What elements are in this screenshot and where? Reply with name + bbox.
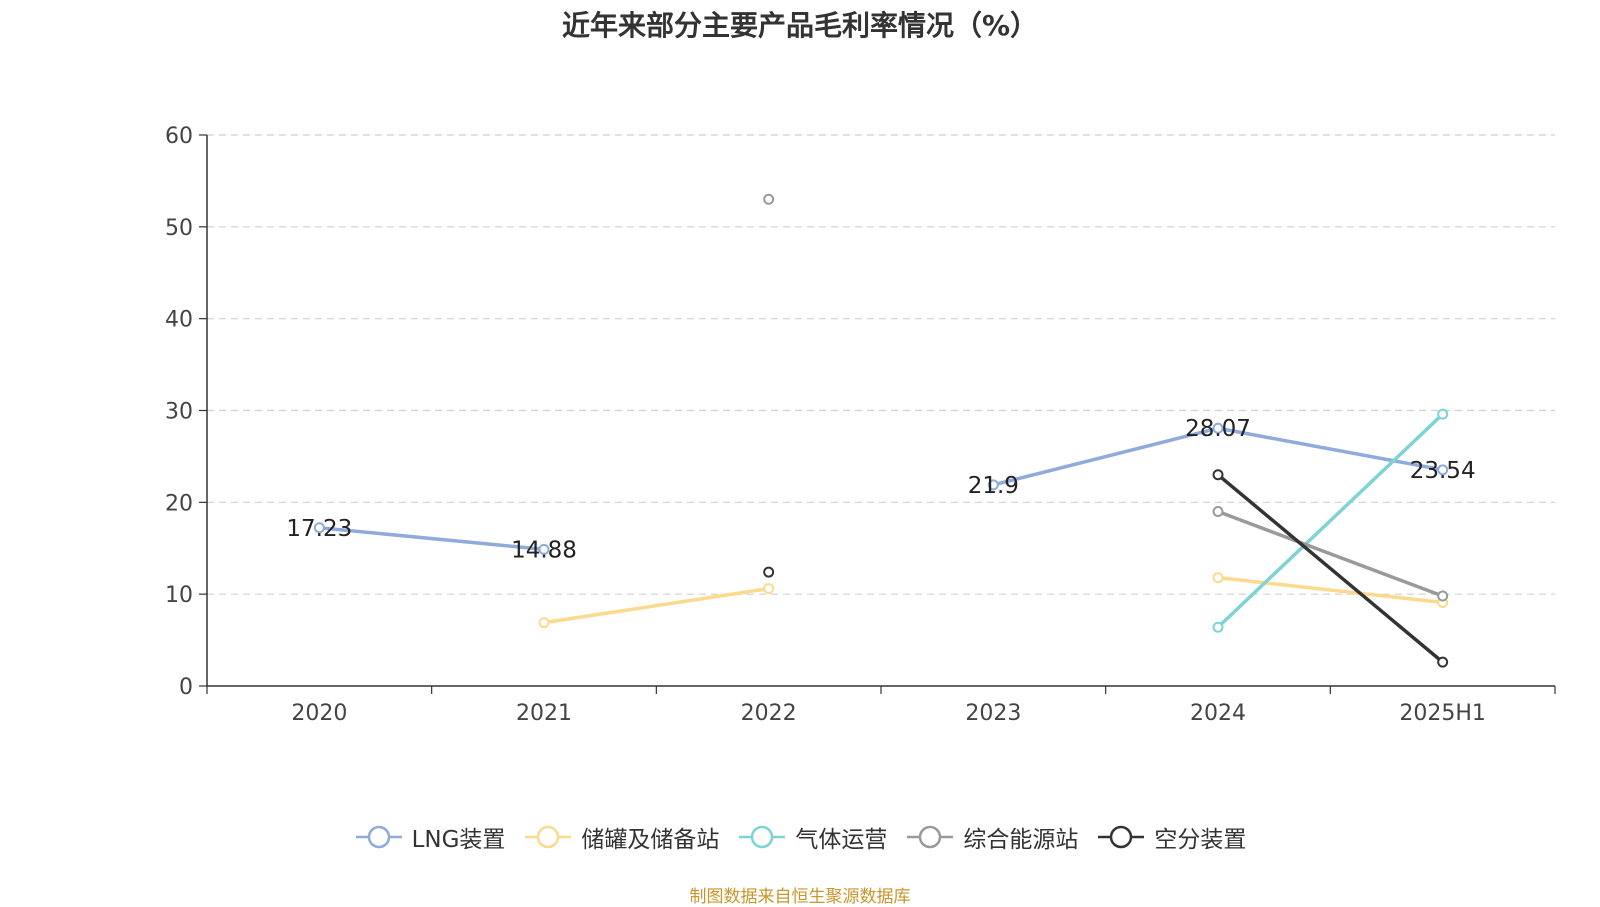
x-tick-label: 2022 [741,701,797,726]
source-note: 制图数据来自恒生聚源数据库 [689,887,911,907]
data-label: 23.54 [1410,458,1476,484]
series-1 [313,422,1449,555]
legend-marker-icon [525,825,572,849]
data-point [1437,656,1449,668]
series-4 [763,193,1449,602]
data-point [763,566,775,578]
y-tick-label: 0 [179,675,193,700]
data-point [1437,408,1449,420]
legend-marker-icon [1098,825,1145,849]
chart-title: 近年来部分主要产品毛利率情况（%） [561,9,1039,42]
series-2 [538,572,1449,629]
legend-marker-icon [739,825,786,849]
data-labels: 17.23 14.88 21.9 28.07 23.54 [286,416,1475,563]
data-label: 14.88 [511,537,577,563]
y-tick-label: 50 [165,216,193,241]
legend-marker-icon [907,825,954,849]
legend-item[interactable]: 气体运营 [737,820,887,854]
series-layer [313,193,1449,668]
y-tick-label: 40 [165,308,193,333]
data-point [538,617,550,629]
series-3 [1212,408,1449,633]
axes: 0 10 20 30 40 50 60 2020 2021 2022 2023 2024 2025H1 [165,124,1556,726]
legend-item[interactable]: LNG装置 [354,820,506,854]
legend-item[interactable]: 空分装置 [1096,820,1246,854]
legend: LNG装置 储罐及储备站 气体运营 综合能源站 空分装置 [0,820,1600,854]
data-point [1212,572,1224,584]
x-tick-label: 2025H1 [1399,701,1486,726]
data-point [763,583,775,595]
y-tick-label: 10 [165,583,193,608]
x-tick-label: 2024 [1190,701,1246,726]
series-line-segment [1216,575,1445,605]
data-label: 28.07 [1185,416,1251,442]
y-tick-label: 30 [165,400,193,425]
series-line-segment [991,426,1220,487]
legend-label: LNG装置 [411,827,506,853]
x-tick-label: 2020 [291,701,347,726]
data-point [763,193,775,205]
data-point [987,479,999,491]
data-point [1212,621,1224,633]
x-tick-label: 2023 [965,701,1021,726]
legend-label: 气体运营 [795,827,888,853]
data-point [1437,464,1449,476]
data-point [538,543,550,555]
data-point [1437,590,1449,602]
y-tick-label: 20 [165,491,193,516]
legend-marker-icon [355,825,402,849]
data-point [313,522,325,534]
legend-label: 综合能源站 [963,827,1079,853]
data-point [1212,469,1224,481]
series-line-segment [1216,473,1445,664]
data-point [1212,422,1224,434]
data-point [1212,506,1224,518]
series-line-segment [1216,412,1445,629]
series-5 [763,469,1449,668]
series-line-segment [542,586,771,625]
data-label: 21.9 [968,473,1019,499]
data-label: 17.23 [286,516,352,542]
legend-item[interactable]: 储罐及储备站 [523,820,719,854]
x-tick-label: 2021 [516,701,572,726]
series-line-segment [317,526,546,552]
legend-item[interactable]: 综合能源站 [905,820,1078,854]
legend-label: 空分装置 [1154,827,1247,853]
y-tick-label: 60 [165,124,193,149]
legend-label: 储罐及储备站 [581,827,720,853]
series-line-segment [1216,509,1445,598]
grid-lines [207,134,1555,595]
series-line-segment [1216,426,1445,472]
